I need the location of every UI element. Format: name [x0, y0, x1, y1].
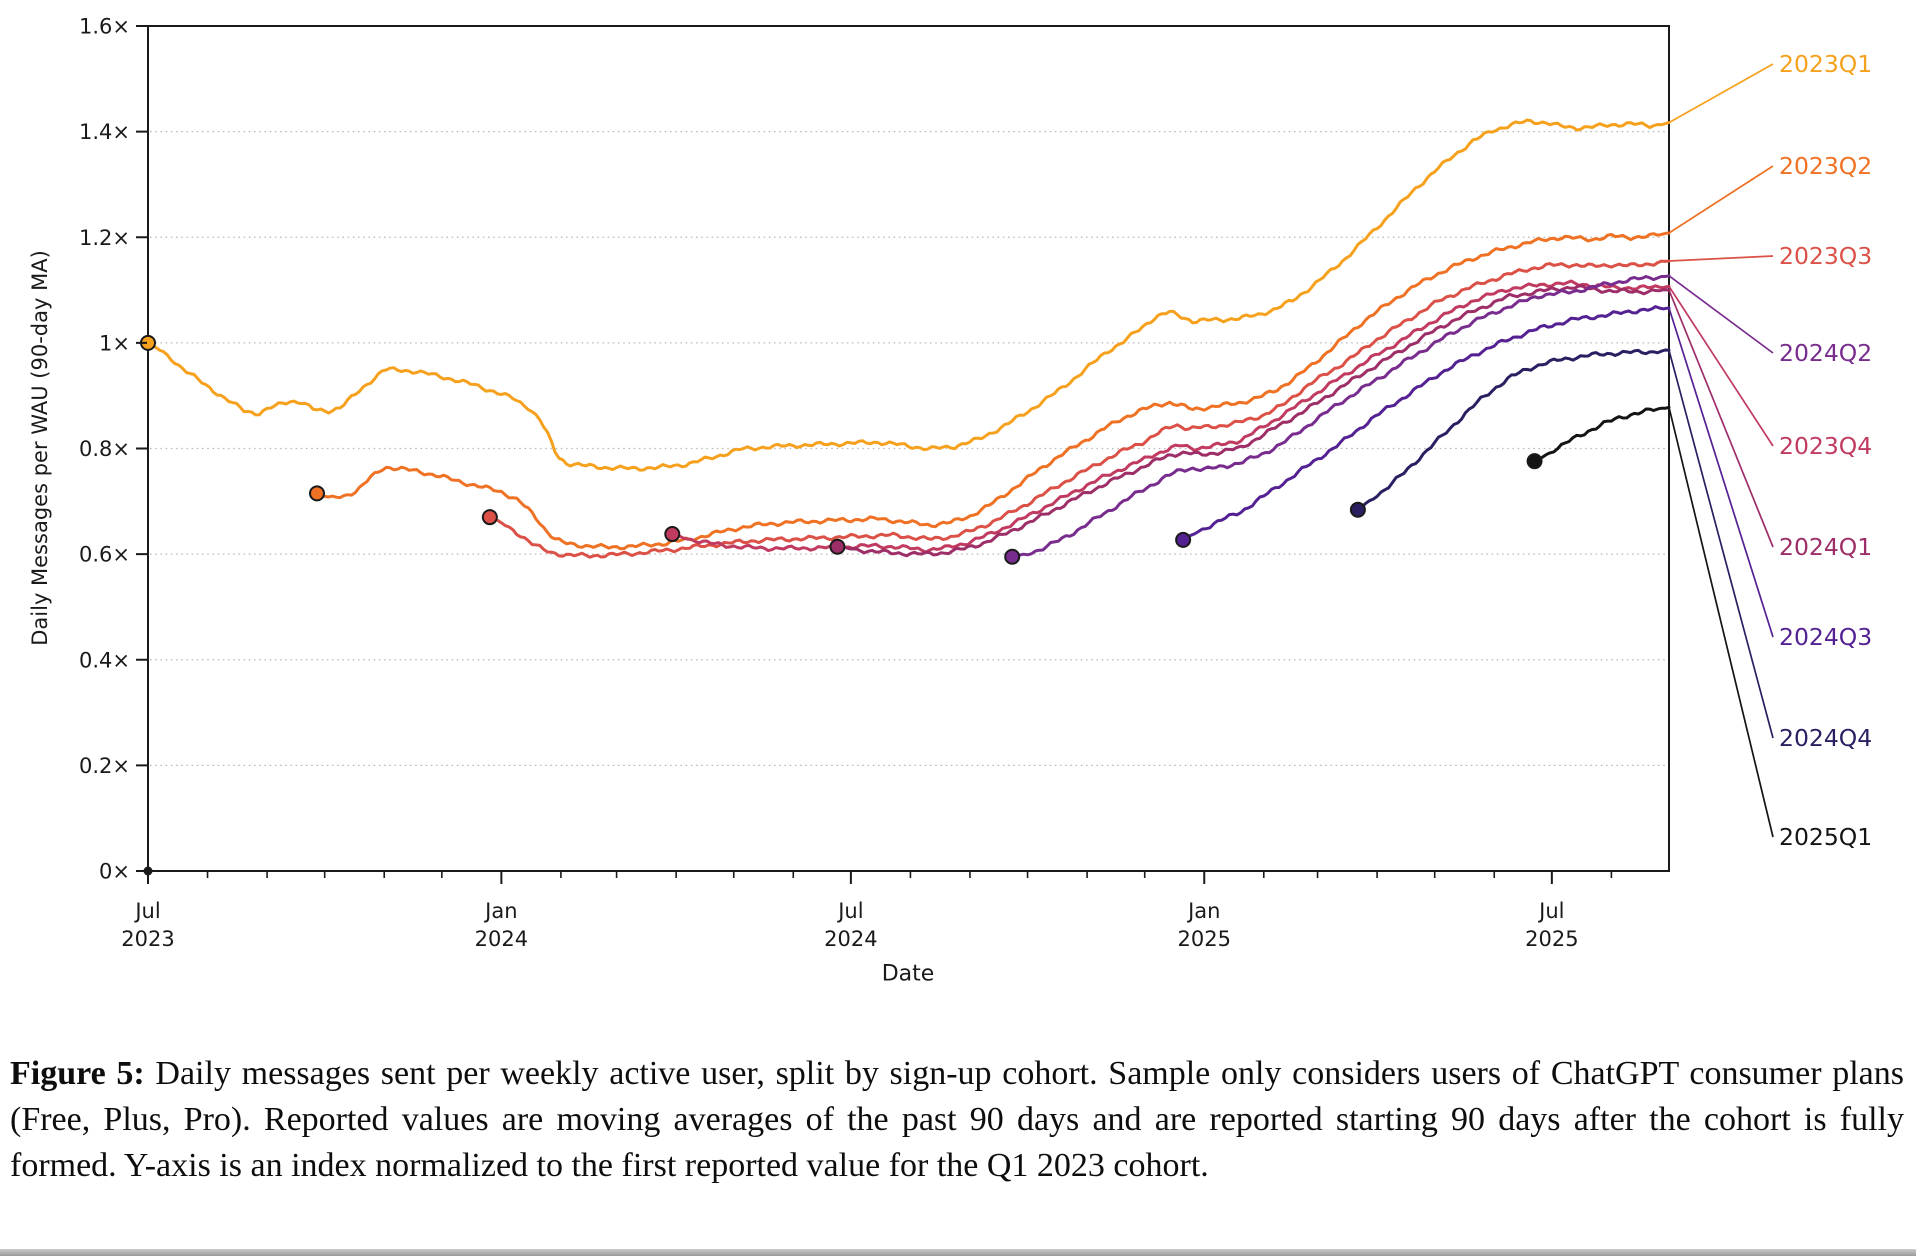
- x-tick-label-year: 2025: [1178, 927, 1231, 951]
- series-line-2025Q1: [1533, 405, 1671, 463]
- series-line-2024Q3: [1181, 305, 1671, 542]
- series-start-marker-2024Q1: [829, 538, 846, 555]
- y-tick-label: 0.6×: [79, 543, 130, 567]
- y-tick-label: 1.4×: [79, 120, 130, 144]
- legend-label-2024Q2: 2024Q2: [1779, 339, 1872, 367]
- series-start-marker-2023Q2: [309, 485, 325, 502]
- series-line-2023Q3: [488, 259, 1671, 559]
- legend-label-2024Q1: 2024Q1: [1779, 533, 1872, 561]
- x-tick-label-month: Jan: [483, 899, 517, 923]
- series-line-2023Q4: [670, 279, 1671, 554]
- x-tick-label-year: 2025: [1525, 927, 1578, 951]
- series-start-marker-2024Q3: [1175, 531, 1192, 548]
- y-tick-label: 1.6×: [79, 15, 130, 39]
- x-tick-label-year: 2023: [121, 927, 174, 951]
- legend-label-2025Q1: 2025Q1: [1779, 823, 1872, 851]
- y-axis-title: Daily Messages per WAU (90-day MA): [28, 250, 52, 646]
- series-line-2023Q2: [315, 231, 1671, 551]
- series-line-2024Q4: [1356, 348, 1671, 512]
- legend-connector-2024Q1: [1668, 289, 1774, 548]
- x-tick-label-month: Jan: [1186, 899, 1220, 923]
- series-line-2024Q1: [835, 284, 1671, 558]
- y-tick-label: 1×: [99, 331, 130, 355]
- legend-label-2023Q3: 2023Q3: [1779, 242, 1872, 270]
- plot-frame: [147, 25, 1670, 872]
- series-start-marker-2023Q4: [664, 526, 681, 543]
- chart-svg: 2023Q1 2023Q2 2023Q3 2023Q4 2024Q1 2024Q2 2024…: [79, 15, 1872, 952]
- x-tick-label-month: Jul: [1537, 899, 1564, 923]
- figure-caption-label: Figure 5:: [10, 1055, 145, 1092]
- series-line-2023Q1: [146, 118, 1671, 472]
- legend-connector-2023Q4: [1668, 285, 1774, 447]
- x-tick-label-year: 2024: [824, 927, 877, 951]
- series-start-marker-2024Q4: [1349, 501, 1366, 518]
- x-axis-title: Date: [881, 961, 935, 987]
- series-start-marker-2025Q1: [1526, 453, 1543, 470]
- legend-connector-2023Q2: [1668, 165, 1774, 234]
- series-line-2024Q2: [1010, 274, 1671, 559]
- legend-connector-2023Q3: [1668, 255, 1774, 262]
- legend-connector-2024Q3: [1668, 307, 1774, 638]
- legend-label-2023Q2: 2023Q2: [1779, 152, 1872, 180]
- legend-label-2024Q4: 2024Q4: [1779, 724, 1872, 752]
- cohort-line-chart: 2023Q1 2023Q2 2023Q3 2023Q4 2024Q1 2024Q2 2024…: [28, 15, 1872, 987]
- y-tick-label: 0.4×: [79, 648, 130, 672]
- y-tick-label: 0.8×: [79, 437, 130, 461]
- legend-connector-2023Q1: [1668, 63, 1774, 124]
- legend-connector-2025Q1: [1668, 407, 1774, 838]
- x-tick-label-month: Jul: [133, 899, 160, 923]
- series-start-marker-2023Q3: [481, 509, 498, 526]
- legend-connector-2024Q4: [1668, 350, 1774, 739]
- series-start-marker-2024Q2: [1004, 548, 1021, 565]
- legend-label-2023Q4: 2023Q4: [1779, 432, 1872, 460]
- x-tick-label-year: 2024: [475, 927, 528, 951]
- y-tick-label: 0.2×: [79, 754, 130, 778]
- legend-label-2024Q3: 2024Q3: [1779, 623, 1872, 651]
- y-tick-label: 0×: [99, 860, 130, 884]
- x-tick-label-month: Jul: [836, 899, 863, 923]
- legend-label-2023Q1: 2023Q1: [1779, 50, 1872, 78]
- figure-caption-text: Daily messages sent per weekly active us…: [10, 1055, 1905, 1184]
- page-bottom-bar: [0, 1249, 1916, 1256]
- y-tick-label: 1.2×: [79, 226, 130, 250]
- legend-connector-2024Q2: [1668, 275, 1774, 354]
- figure-caption: Figure 5: Daily messages sent per weekly…: [10, 1051, 1904, 1189]
